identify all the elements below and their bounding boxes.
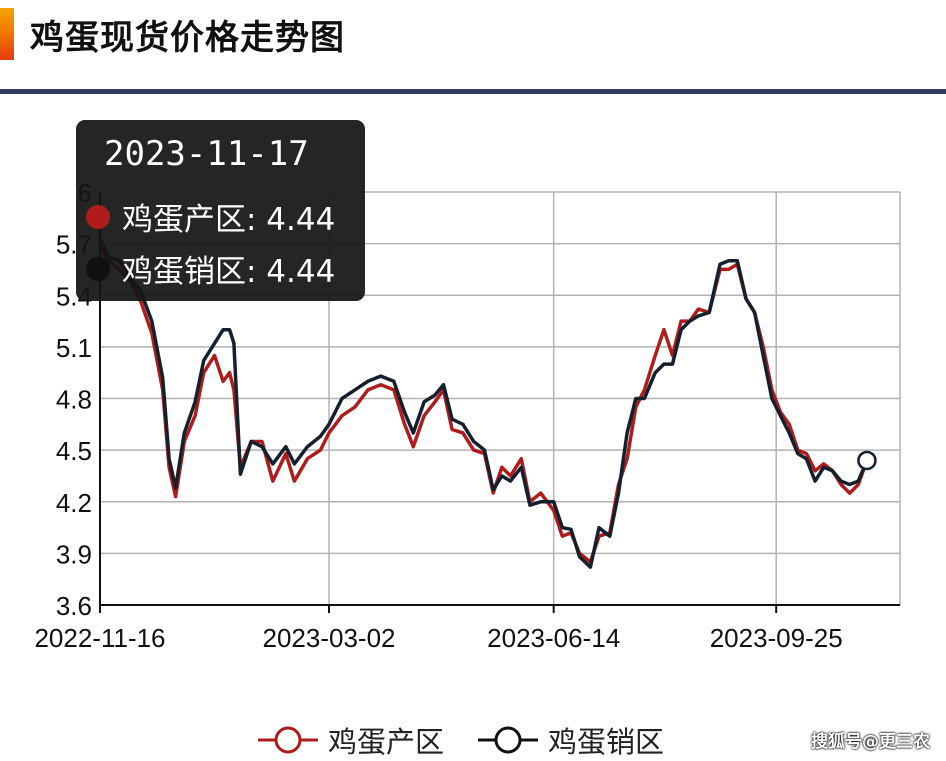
tooltip-date: 2023-11-17 bbox=[104, 134, 309, 174]
y-tick-label: 3.6 bbox=[56, 591, 92, 621]
legend-label-selling: 鸡蛋销区 bbox=[548, 725, 665, 759]
header-accent-bar bbox=[0, 8, 14, 60]
x-tick-label: 2022-11-16 bbox=[34, 623, 165, 653]
y-tick-label: 4.5 bbox=[56, 436, 92, 466]
tooltip-row-selling: 鸡蛋销区: 4.44 bbox=[86, 246, 335, 291]
y-tick-label: 4.2 bbox=[56, 488, 92, 518]
header-divider bbox=[0, 89, 946, 94]
y-tick-label: 5.1 bbox=[56, 333, 92, 363]
legend-symbol-black bbox=[478, 726, 538, 754]
x-tick-label: 2023-06-14 bbox=[487, 623, 620, 653]
tooltip-value-producing: 鸡蛋产区: 4.44 bbox=[122, 202, 336, 238]
tooltip-marker-red bbox=[86, 204, 110, 229]
hover-point-marker bbox=[857, 450, 877, 471]
tooltip-value-selling: 鸡蛋销区: 4.44 bbox=[122, 254, 336, 290]
x-tick-label: 2023-03-02 bbox=[263, 623, 396, 653]
series-line-selling bbox=[98, 237, 869, 569]
chart-tooltip: 2023-11-17 鸡蛋产区: 4.44 鸡蛋销区: 4.44 bbox=[76, 120, 365, 301]
legend-label-producing: 鸡蛋产区 bbox=[328, 725, 445, 759]
tooltip-row-producing: 鸡蛋产区: 4.44 bbox=[86, 194, 335, 239]
legend-item-producing[interactable]: 鸡蛋产区 bbox=[256, 719, 444, 761]
tooltip-marker-black bbox=[86, 256, 110, 281]
y-tick-label: 4.8 bbox=[56, 385, 92, 415]
y-tick-label: 3.9 bbox=[56, 539, 92, 569]
page-title: 鸡蛋现货价格走势图 bbox=[30, 18, 345, 58]
legend-item-selling[interactable]: 鸡蛋销区 bbox=[476, 719, 664, 761]
legend-symbol-red bbox=[258, 726, 318, 754]
chart-series bbox=[98, 237, 877, 569]
x-tick-label: 2023-09-25 bbox=[710, 623, 843, 653]
watermark: 搜狐号@更三农 bbox=[811, 732, 930, 752]
